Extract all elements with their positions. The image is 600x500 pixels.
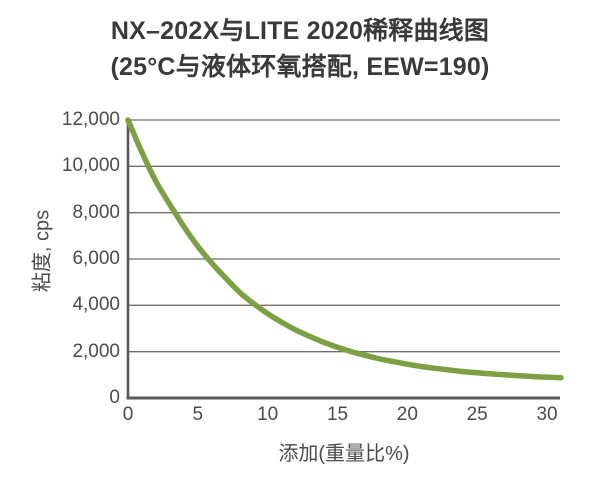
y-tick-label: 2,000 [72, 340, 120, 362]
y-tick-label: 8,000 [72, 201, 120, 223]
y-tick-label: 12,000 [61, 109, 120, 130]
x-tick-label: 5 [192, 404, 204, 425]
x-tick-label: 20 [396, 404, 418, 425]
x-tick-label: 15 [326, 404, 349, 425]
viscosity-curve [125, 117, 564, 381]
chart-title: NX–202X与LITE 2020稀释曲线图 (25°C与液体环氧搭配, EEW… [0, 13, 600, 85]
y-axis-title: 粘度, cps [31, 209, 54, 293]
x-tick-label: 30 [536, 404, 558, 425]
x-tick-label: 25 [466, 404, 488, 425]
x-axis-title: 添加(重量比%) [278, 443, 410, 465]
x-tick-label: 0 [122, 404, 134, 425]
chart-title-line2: (25°C与液体环氧搭配, EEW=190) [110, 53, 490, 81]
y-tick-label: 10,000 [61, 155, 120, 177]
x-tick-label: 10 [257, 404, 279, 425]
y-tick-label: 4,000 [72, 294, 120, 316]
y-tick-label: 6,000 [72, 248, 120, 269]
y-tick-label: 0 [109, 387, 120, 408]
chart-title-line1: NX–202X与LITE 2020稀释曲线图 [110, 17, 490, 45]
